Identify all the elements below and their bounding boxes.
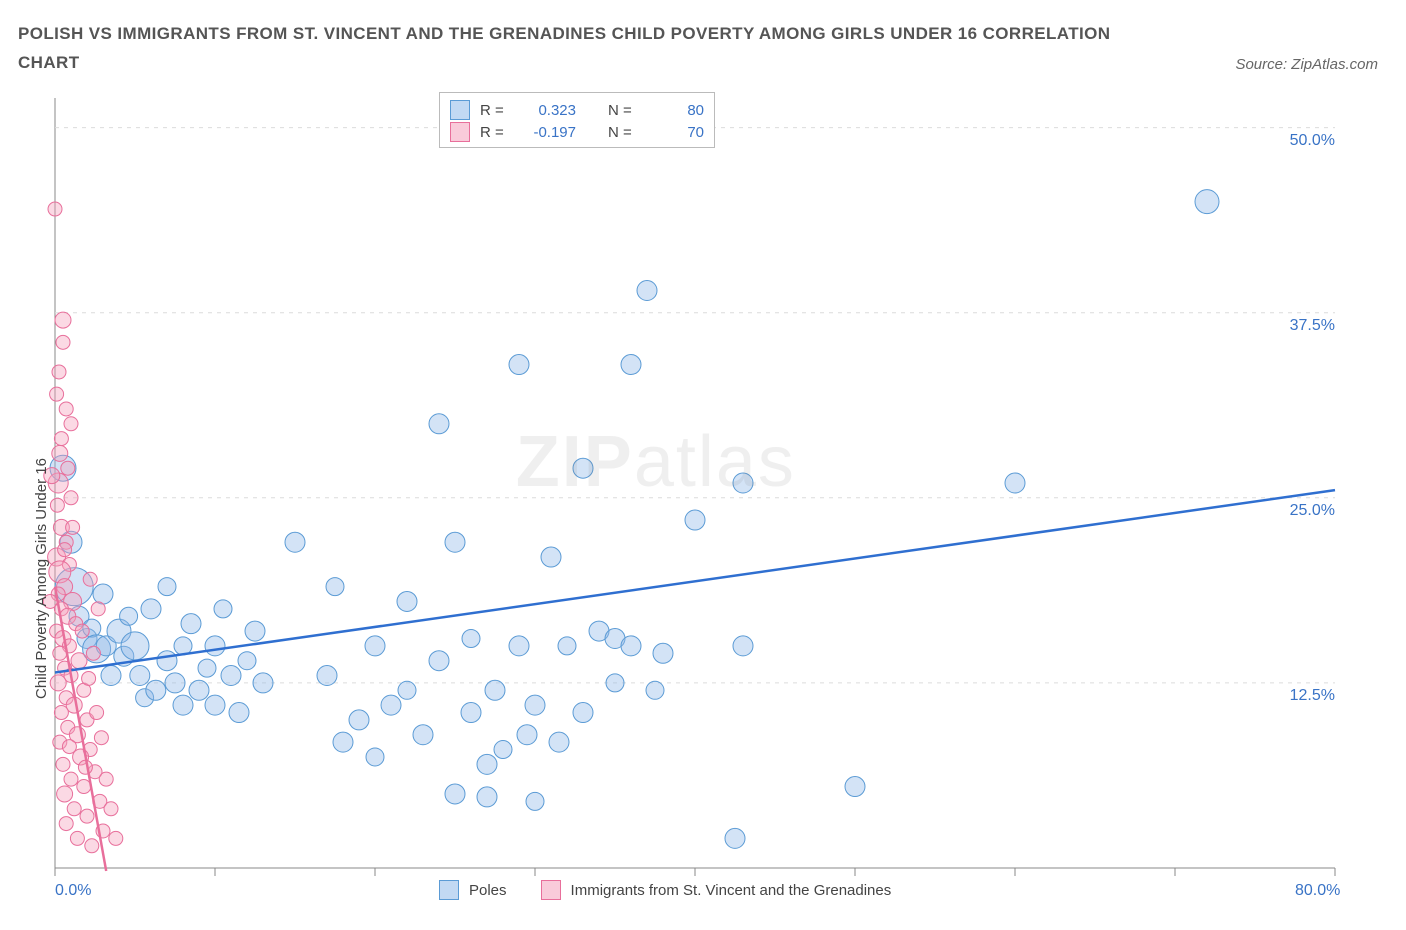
legend-swatch (541, 880, 561, 900)
source-label: Source: ZipAtlas.com (1235, 56, 1378, 73)
legend-swatch (450, 100, 470, 120)
legend-series: Poles Immigrants from St. Vincent and the… (439, 880, 915, 900)
legend-swatch (450, 122, 470, 142)
legend-stat-row: R =-0.197N =70 (450, 121, 704, 143)
y-tick-label: 37.5% (1265, 317, 1335, 335)
legend-stat-row: R =0.323N =80 (450, 99, 704, 121)
legend-label: Poles (469, 882, 507, 899)
y-tick-label: 50.0% (1265, 132, 1335, 150)
x-tick-label: 80.0% (1295, 882, 1340, 900)
legend-label: Immigrants from St. Vincent and the Gren… (571, 882, 892, 899)
y-tick-label: 12.5% (1265, 687, 1335, 705)
y-axis-title: Child Poverty Among Girls Under 16 (33, 458, 50, 699)
legend-stats: R =0.323N =80R =-0.197N =70 (439, 92, 715, 148)
x-tick-label: 0.0% (55, 882, 91, 900)
y-tick-label: 25.0% (1265, 502, 1335, 520)
legend-swatch (439, 880, 459, 900)
plot-area: ZIPatlas (55, 98, 1335, 868)
chart-title: POLISH VS IMMIGRANTS FROM ST. VINCENT AN… (18, 20, 1118, 78)
scatter-svg (55, 98, 1335, 868)
